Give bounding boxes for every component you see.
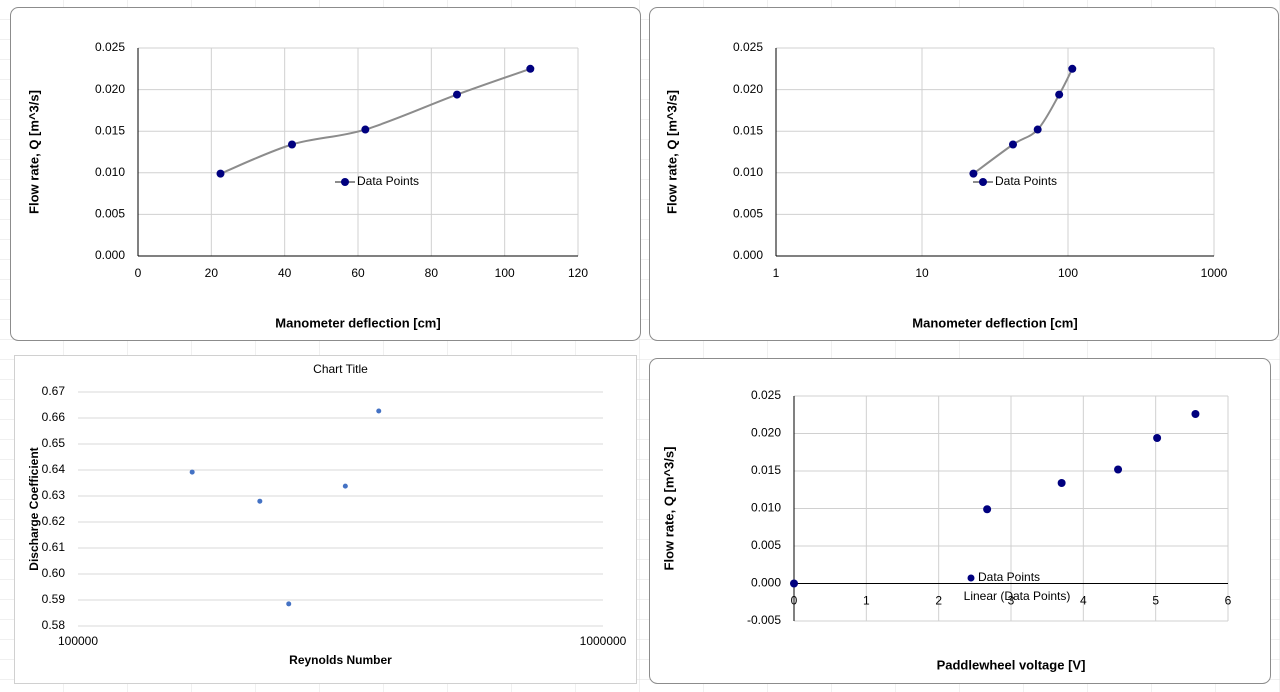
x-tick-label: 1 xyxy=(773,266,780,280)
data-point xyxy=(1033,125,1042,134)
chart: 0.000 0.005 0.010 0.015 0.020 0.025 1 10 100 1000… xyxy=(649,7,1279,341)
legend-label: Data Points xyxy=(978,570,1040,584)
x-tick-label: 20 xyxy=(205,266,219,280)
x-tick-label: 1 xyxy=(863,594,870,608)
chart: 0.58 0.59 0.60 0.61 0.62 0.63 0.64 0.65 0.66 0.67… xyxy=(14,355,637,684)
y-tick-label: 0.63 xyxy=(42,488,66,502)
y-tick-label: 0.020 xyxy=(95,82,125,96)
y-tick-label: 0.010 xyxy=(95,165,125,179)
y-tick-label: 0.62 xyxy=(42,514,66,528)
data-point xyxy=(361,125,370,134)
data-point xyxy=(1055,90,1064,99)
x-tick-label: 100000 xyxy=(58,634,98,648)
x-tick-label: 1000000 xyxy=(580,634,627,648)
y-tick-label: 0.000 xyxy=(95,248,125,262)
legend-label: Linear (Data Points) xyxy=(964,589,1071,603)
y-tick-label: 0.005 xyxy=(733,207,763,221)
x-tick-label: 5 xyxy=(1152,594,1159,608)
data-point xyxy=(1057,479,1066,487)
y-tick-label: 0.61 xyxy=(42,540,66,554)
y-tick-label: 0.000 xyxy=(733,248,763,262)
y-tick-label: 0.025 xyxy=(733,40,763,54)
data-point xyxy=(983,505,992,514)
x-tick-label: 1000 xyxy=(1201,266,1228,280)
x-tick-label: 60 xyxy=(351,266,365,280)
y-axis-title: Flow rate, Q [m^3/s] xyxy=(664,90,679,214)
y-axis-title: Flow rate, Q [m^3/s] xyxy=(26,90,41,214)
data-point xyxy=(288,140,296,149)
chart: -0.0050.0000.0050.0100.0150.0200.0250123… xyxy=(649,358,1271,684)
legend-marker xyxy=(979,178,987,186)
data-point xyxy=(257,498,263,504)
data-point xyxy=(790,579,798,588)
data-point xyxy=(1191,410,1200,418)
y-tick-label: -0.005 xyxy=(747,613,781,627)
y-tick-label: 0.010 xyxy=(733,165,763,179)
y-tick-label: 0.65 xyxy=(42,436,66,450)
chart-title: Chart Title xyxy=(313,362,368,376)
y-tick-label: 0.66 xyxy=(42,410,66,424)
x-axis-title: Reynolds Number xyxy=(289,653,392,667)
x-tick-label: 0 xyxy=(135,266,142,280)
y-tick-label: 0.020 xyxy=(733,82,763,96)
data-point xyxy=(526,64,535,73)
data-point xyxy=(453,90,461,99)
x-tick-label: 4 xyxy=(1080,594,1087,608)
y-tick-label: 0.000 xyxy=(751,576,781,590)
data-point xyxy=(342,483,348,489)
x-tick-label: 2 xyxy=(935,594,942,608)
legend-label: Data Points xyxy=(357,174,419,188)
y-tick-label: 0.60 xyxy=(42,566,66,580)
data-point xyxy=(376,408,382,414)
x-axis-title: Paddlewheel voltage [V] xyxy=(937,657,1086,672)
y-axis-title: Flow rate, Q [m^3/s] xyxy=(661,447,676,571)
chart-panel xyxy=(14,355,637,684)
y-tick-label: 0.020 xyxy=(751,426,781,440)
y-tick-label: 0.010 xyxy=(751,501,781,515)
data-point xyxy=(286,601,292,607)
legend-marker xyxy=(967,574,975,582)
x-tick-label: 10 xyxy=(915,266,929,280)
legend-marker xyxy=(341,178,349,186)
x-tick-label: 3 xyxy=(1008,594,1015,608)
x-tick-label: 100 xyxy=(1058,266,1078,280)
data-point xyxy=(1153,434,1162,442)
data-point xyxy=(1114,465,1123,474)
y-tick-label: 0.67 xyxy=(42,384,66,398)
y-tick-label: 0.58 xyxy=(42,618,66,632)
y-tick-label: 0.005 xyxy=(95,207,125,221)
data-point xyxy=(1068,64,1077,73)
chart-panel xyxy=(649,358,1271,684)
chart-panel xyxy=(649,7,1279,341)
x-tick-label: 80 xyxy=(425,266,439,280)
x-tick-label: 120 xyxy=(568,266,588,280)
y-tick-label: 0.015 xyxy=(751,463,781,477)
chart: 0.000 0.005 0.010 0.015 0.020 0.025 0 20 40 60 80 1… xyxy=(10,7,641,341)
x-tick-label: 40 xyxy=(278,266,292,280)
x-axis-title: Manometer deflection [cm] xyxy=(275,315,440,330)
data-point xyxy=(189,469,195,475)
chart-panel xyxy=(10,7,641,341)
y-tick-label: 0.015 xyxy=(95,123,125,137)
y-tick-label: 0.59 xyxy=(42,592,66,606)
y-tick-label: 0.64 xyxy=(42,462,66,476)
legend-label: Data Points xyxy=(995,174,1057,188)
y-axis-title: Discharge Coefficient xyxy=(27,447,41,570)
y-tick-label: 0.025 xyxy=(751,388,781,402)
x-tick-label: 100 xyxy=(495,266,515,280)
x-axis-title: Manometer deflection [cm] xyxy=(912,315,1077,330)
data-point xyxy=(216,169,225,178)
data-point xyxy=(969,169,978,178)
x-tick-label: 6 xyxy=(1225,594,1232,608)
data-point xyxy=(1008,140,1017,149)
y-tick-label: 0.005 xyxy=(751,538,781,552)
y-tick-label: 0.025 xyxy=(95,40,125,54)
y-tick-label: 0.015 xyxy=(733,123,763,137)
